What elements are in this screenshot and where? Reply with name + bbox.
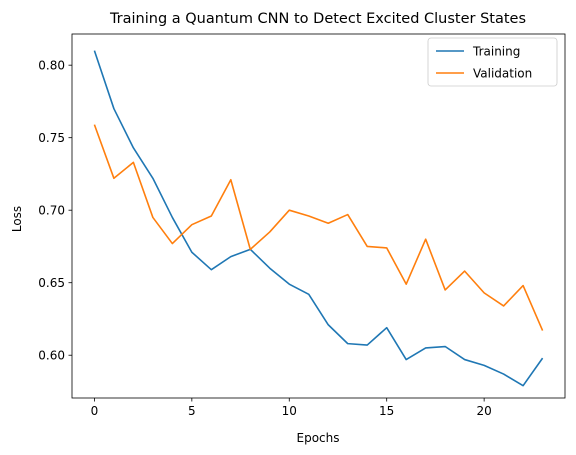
chart-title: Training a Quantum CNN to Detect Excited… (109, 11, 526, 27)
y-tick-label: 0.60 (38, 349, 65, 363)
x-tick-label: 0 (91, 404, 99, 418)
y-tick-label: 0.75 (38, 131, 65, 145)
x-tick-label: 10 (282, 404, 297, 418)
x-tick-label: 20 (476, 404, 491, 418)
legend-label-training: Training (472, 44, 520, 58)
legend: Training Validation (427, 37, 558, 87)
x-axis-label: Epochs (297, 431, 340, 445)
series-line-validation (93, 124, 544, 331)
plot-frame (71, 33, 566, 399)
x-tick-label: 5 (188, 404, 196, 418)
series-lines (93, 50, 544, 387)
x-axis: 0 5 10 15 20 (91, 398, 492, 418)
y-axis-label: Loss (10, 206, 24, 232)
series-line-training (93, 50, 544, 387)
legend-box (427, 37, 558, 87)
y-tick-label: 0.65 (38, 276, 65, 290)
y-tick-label: 0.70 (38, 203, 65, 217)
x-tick-label: 15 (379, 404, 394, 418)
y-tick-label: 0.80 (38, 58, 65, 72)
legend-label-validation: Validation (473, 66, 532, 80)
y-axis: 0.60 0.65 0.70 0.75 0.80 (38, 58, 72, 363)
plot-area (71, 33, 566, 399)
